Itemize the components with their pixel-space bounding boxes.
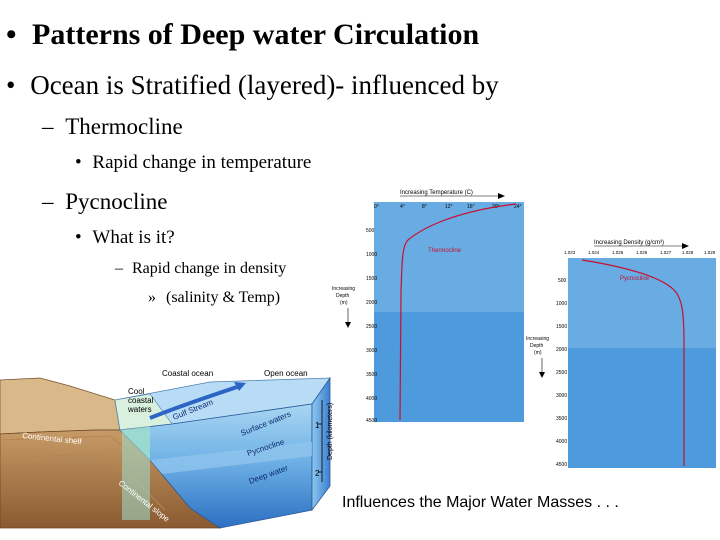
- density-x-tick: 1.026: [636, 250, 648, 255]
- pycnocline-band: [150, 442, 312, 474]
- temp-x-tick: 24°: [514, 204, 522, 210]
- depth-tick-1: 1: [315, 421, 320, 430]
- temperature-y-ticks: 500 1000 1500 2000 2500 3000 3500 4000 4…: [366, 228, 377, 424]
- density-y-tick: 1500: [556, 324, 567, 330]
- density-x-ticks: 1.023 1.024 1.025 1.026 1.027 1.028 1.02…: [564, 250, 716, 255]
- density-curve: [581, 259, 685, 466]
- depth-axis-label: Depth (kilometers): [327, 403, 334, 460]
- depth-tick-2: 2: [315, 469, 320, 478]
- density-y-tick: 500: [558, 278, 567, 284]
- label-coastal-ocean: Coastal ocean: [162, 369, 213, 378]
- temp-y-tick: 2000: [366, 300, 377, 306]
- temp-ylabel-1: Increasing: [332, 286, 355, 292]
- temp-ylabel-2: Depth: [336, 293, 350, 299]
- ocean-cross-section-diagram: Depth (kilometers) 1 2 Coastal ocean Ope…: [0, 369, 334, 529]
- bullet-thermocline: – Thermocline: [42, 114, 183, 140]
- temp-ylabel-3: (m): [340, 300, 348, 306]
- slide-title: Patterns of Deep water Circulation: [32, 18, 480, 51]
- label-cool: Cool: [128, 387, 145, 396]
- temp-y-tick: 1000: [366, 252, 377, 258]
- density-y-tick: 3000: [556, 393, 567, 399]
- label-open-ocean: Open ocean: [264, 369, 308, 378]
- chevron-glyph: »: [148, 289, 156, 306]
- thermocline-label: Thermocline: [428, 248, 462, 254]
- density-y-tick: 2000: [556, 347, 567, 353]
- density-y-tick: 4500: [556, 462, 567, 468]
- density-x-tick: 1.027: [660, 250, 672, 255]
- temperature-profile-chart: Increasing Temperature (C) 0° 4° 8° 12° …: [332, 190, 524, 424]
- bullet-pycnocline-answer-text: Rapid change in density: [132, 260, 287, 277]
- density-y-tick: 4000: [556, 439, 567, 445]
- bullet-main: • Ocean is Stratified (layered)- influen…: [6, 70, 499, 101]
- density-y-tick: 3500: [556, 416, 567, 422]
- temp-y-tick: 2500: [366, 324, 377, 330]
- temp-x-tick: 0°: [374, 204, 379, 210]
- slide-caption: Influences the Major Water Masses . . .: [342, 494, 619, 511]
- bullet-pycnocline-text: Pycnocline: [65, 189, 168, 214]
- density-y-tick: 1000: [556, 301, 567, 307]
- gulf-stream-arrow: [149, 384, 241, 420]
- pycnocline-label: Pycnocline: [620, 276, 650, 282]
- density-x-tick: 1.024: [588, 250, 600, 255]
- temp-y-tick: 4500: [366, 418, 377, 424]
- bullet-pycnocline-answer: – Rapid change in density: [115, 260, 286, 278]
- dash-glyph: –: [42, 114, 54, 139]
- density-title: Increasing Density (g/cm³): [594, 240, 664, 246]
- density-ylabel-2: Depth: [530, 343, 544, 349]
- bullet-glyph: •: [6, 70, 16, 100]
- bullet-thermocline-detail: • Rapid change in temperature: [75, 152, 311, 174]
- continental-shelf-land: [0, 377, 121, 435]
- density-profile-chart: Increasing Density (g/cm³) 1.023 1.024 1…: [526, 240, 716, 468]
- bullet-main-text: Ocean is Stratified (layered)- influence…: [30, 70, 499, 100]
- bullet-salinity-temp-text: (salinity & Temp): [166, 289, 281, 306]
- density-ylabel-3: (m): [534, 350, 542, 356]
- density-x-tick: 1.025: [612, 250, 624, 255]
- label-coastal: coastal: [128, 396, 154, 405]
- temp-y-tick: 500: [366, 228, 375, 234]
- bullet-pycnocline-question: • What is it?: [75, 227, 175, 249]
- ocean-side-face: [311, 376, 331, 512]
- bullet-glyph: •: [75, 227, 82, 248]
- bullet-glyph: •: [6, 18, 17, 51]
- title-line: • Patterns of Deep water Circulation: [6, 18, 479, 52]
- bullet-salinity-temp: » (salinity & Temp): [148, 289, 280, 307]
- bullet-thermocline-detail-text: Rapid change in temperature: [92, 152, 312, 173]
- density-x-tick: 1.023: [564, 250, 576, 255]
- temp-x-tick: 16°: [467, 204, 475, 210]
- bullet-thermocline-text: Thermocline: [65, 114, 183, 139]
- density-y-ticks: 500 1000 1500 2000 2500 3000 3500 4000 4…: [556, 278, 567, 468]
- density-y-tick: 2500: [556, 370, 567, 376]
- dash-glyph: –: [115, 260, 123, 277]
- temperature-curve: [399, 203, 517, 421]
- temp-x-tick: 8°: [422, 204, 427, 210]
- temp-x-tick: 4°: [400, 204, 405, 210]
- temp-y-tick: 3500: [366, 372, 377, 378]
- bullet-pycnocline: – Pycnocline: [42, 189, 167, 215]
- bullet-pycnocline-question-text: What is it?: [92, 227, 175, 248]
- temp-x-tick: 12°: [445, 204, 453, 210]
- label-waters: waters: [127, 405, 152, 414]
- density-x-tick: 1.028: [682, 250, 694, 255]
- temp-y-tick: 1500: [366, 276, 377, 282]
- temperature-title: Increasing Temperature (C): [400, 190, 473, 196]
- bullet-glyph: •: [75, 152, 82, 173]
- density-x-tick: 1.029: [704, 250, 716, 255]
- dash-glyph: –: [42, 189, 54, 214]
- temp-y-tick: 4000: [366, 396, 377, 402]
- temp-y-tick: 3000: [366, 348, 377, 354]
- density-ylabel-1: Increasing: [526, 336, 549, 342]
